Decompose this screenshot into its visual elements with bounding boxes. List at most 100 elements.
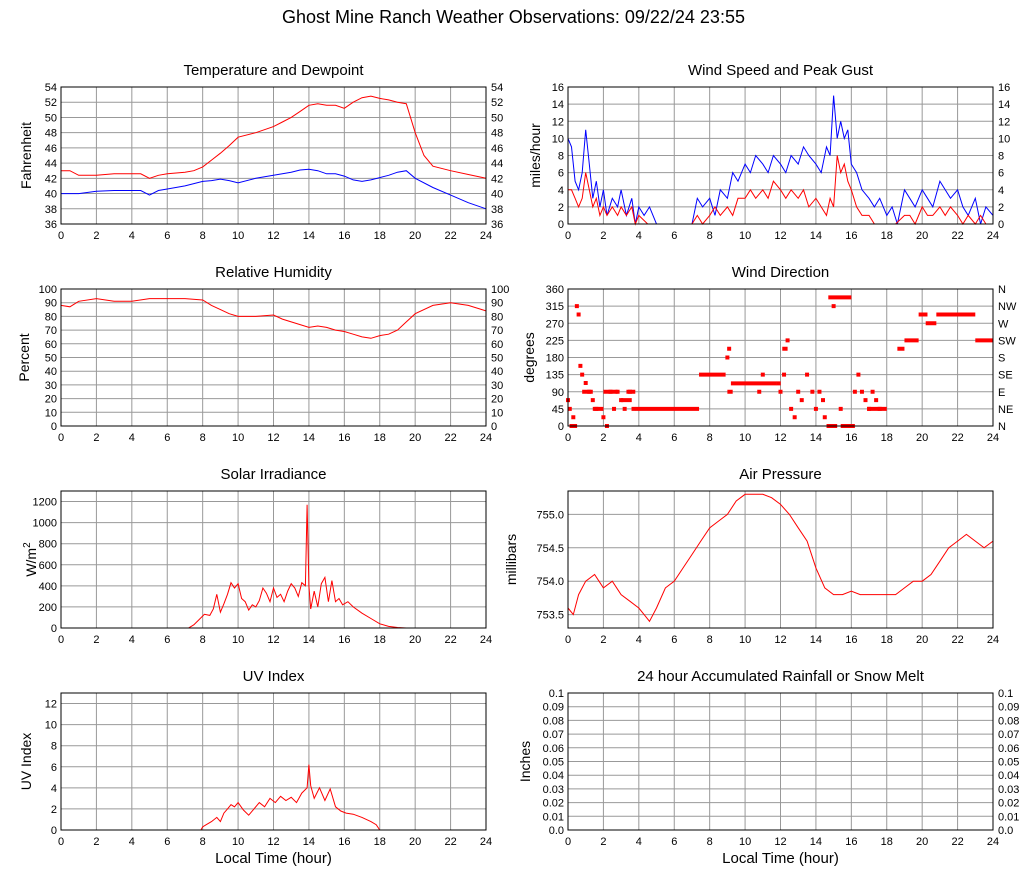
right-tick-label: 0.03	[998, 784, 1019, 796]
x-tick-label: 14	[303, 432, 315, 444]
chart-title: Wind Direction	[732, 264, 830, 281]
x-tick-label: 12	[267, 230, 279, 242]
right-tick-label: 0.07	[998, 729, 1019, 741]
data-point	[874, 398, 879, 403]
x-tick-label: 6	[164, 432, 170, 444]
x-tick-label: 18	[881, 836, 893, 848]
right-tick-label: 14	[998, 99, 1010, 111]
y-tick-label: 0.06	[543, 743, 564, 755]
x-tick-label: 2	[600, 230, 606, 242]
y-axis-label: Percent	[16, 333, 32, 381]
x-tick-label: 0	[565, 836, 571, 848]
x-tick-label: 20	[916, 230, 928, 242]
data-point	[627, 389, 632, 394]
y-tick-label: 2	[558, 202, 564, 214]
right-tick-label: W	[998, 318, 1009, 330]
y-tick-label: 360	[546, 284, 564, 296]
y-tick-label: 30	[45, 380, 57, 392]
right-tick-label: 38	[491, 204, 503, 216]
x-tick-label: 14	[303, 836, 315, 848]
data-point	[567, 406, 572, 411]
x-tick-label: 24	[987, 432, 999, 444]
chart-title: Temperature and Dewpoint	[183, 62, 364, 79]
y-tick-label: 1000	[33, 518, 57, 530]
x-tick-label: 16	[338, 634, 350, 646]
data-point	[760, 372, 765, 377]
right-tick-label: 70	[491, 325, 503, 337]
chart-title: Solar Irradiance	[221, 466, 327, 483]
y-tick-label: 4	[558, 185, 564, 197]
x-tick-label: 10	[739, 836, 751, 848]
y-tick-label: 0.05	[543, 757, 564, 769]
right-tick-label: 0.04	[998, 770, 1019, 782]
x-tick-label: 12	[774, 634, 786, 646]
y-tick-label: 60	[45, 339, 57, 351]
x-tick-label: 16	[338, 230, 350, 242]
y-tick-label: 14	[552, 99, 564, 111]
right-tick-label: SE	[998, 370, 1013, 382]
x-tick-label: 22	[951, 836, 963, 848]
y-tick-label: 0	[558, 421, 564, 433]
right-tick-label: 50	[491, 353, 503, 365]
y-tick-label: 0.04	[543, 770, 564, 782]
x-tick-label: 8	[707, 432, 713, 444]
right-tick-label: SW	[998, 335, 1016, 347]
x-tick-label: 16	[845, 634, 857, 646]
x-tick-label: 18	[374, 634, 386, 646]
data-point	[622, 406, 627, 411]
y-tick-label: 180	[546, 353, 564, 365]
data-point	[856, 372, 861, 377]
series-line-0	[60, 298, 487, 339]
y-tick-label: 6	[51, 762, 57, 774]
data-point	[789, 406, 794, 411]
y-tick-label: 10	[552, 133, 564, 145]
x-tick-label: 12	[774, 432, 786, 444]
x-tick-label: 4	[129, 230, 135, 242]
x-tick-label: 10	[232, 836, 244, 848]
y-axis-label: millibars	[503, 534, 519, 585]
y-tick-label: 0	[558, 219, 564, 231]
data-point	[590, 398, 595, 403]
y-axis-label: miles/hour	[527, 123, 543, 188]
x-tick-label: 14	[303, 634, 315, 646]
y-tick-label: 754.0	[536, 576, 564, 588]
y-tick-label: 225	[546, 335, 564, 347]
x-tick-label: 24	[987, 836, 999, 848]
series-line-1	[61, 168, 487, 210]
x-tick-label: 4	[129, 634, 135, 646]
x-tick-label: 24	[480, 230, 492, 242]
data-point	[757, 389, 762, 394]
right-tick-label: 8	[998, 151, 1004, 163]
data-point	[852, 389, 857, 394]
right-tick-label: 52	[491, 97, 503, 109]
y-tick-label: 10	[45, 407, 57, 419]
data-point	[776, 381, 781, 386]
x-tick-label: 0	[565, 432, 571, 444]
y-tick-label: 48	[45, 128, 57, 140]
data-point	[867, 406, 872, 411]
y-tick-label: 52	[45, 97, 57, 109]
x-tick-label: 4	[636, 836, 642, 848]
chart-rh: 0 2 4 6 8 10 12 14 16 18 20 22 240102030405060708090…	[16, 264, 509, 444]
y-tick-label: 54	[45, 82, 57, 94]
x-tick-label: 4	[636, 230, 642, 242]
y-tick-label: 42	[45, 173, 57, 185]
y-tick-label: 135	[546, 370, 564, 382]
y-tick-label: 0.08	[543, 715, 564, 727]
right-tick-label: 12	[998, 116, 1010, 128]
x-tick-label: 4	[636, 432, 642, 444]
right-tick-label: 36	[491, 219, 503, 231]
data-point	[571, 415, 576, 420]
data-point	[580, 372, 585, 377]
right-tick-label: 20	[491, 394, 503, 406]
y-tick-label: 4	[51, 783, 57, 795]
plot-frame	[60, 490, 487, 629]
chart-solar: 0 2 4 6 8 10 12 14 16 18 20 22 240200400600800100012…	[22, 466, 492, 646]
x-tick-label: 24	[480, 836, 492, 848]
chart-temp: 0 2 4 6 8 10 12 14 16 18 20 22 243638404244464850525…	[18, 62, 503, 242]
x-tick-label: 18	[881, 432, 893, 444]
y-tick-label: 50	[45, 112, 57, 124]
data-point	[796, 389, 801, 394]
right-tick-label: 0.09	[998, 702, 1019, 714]
